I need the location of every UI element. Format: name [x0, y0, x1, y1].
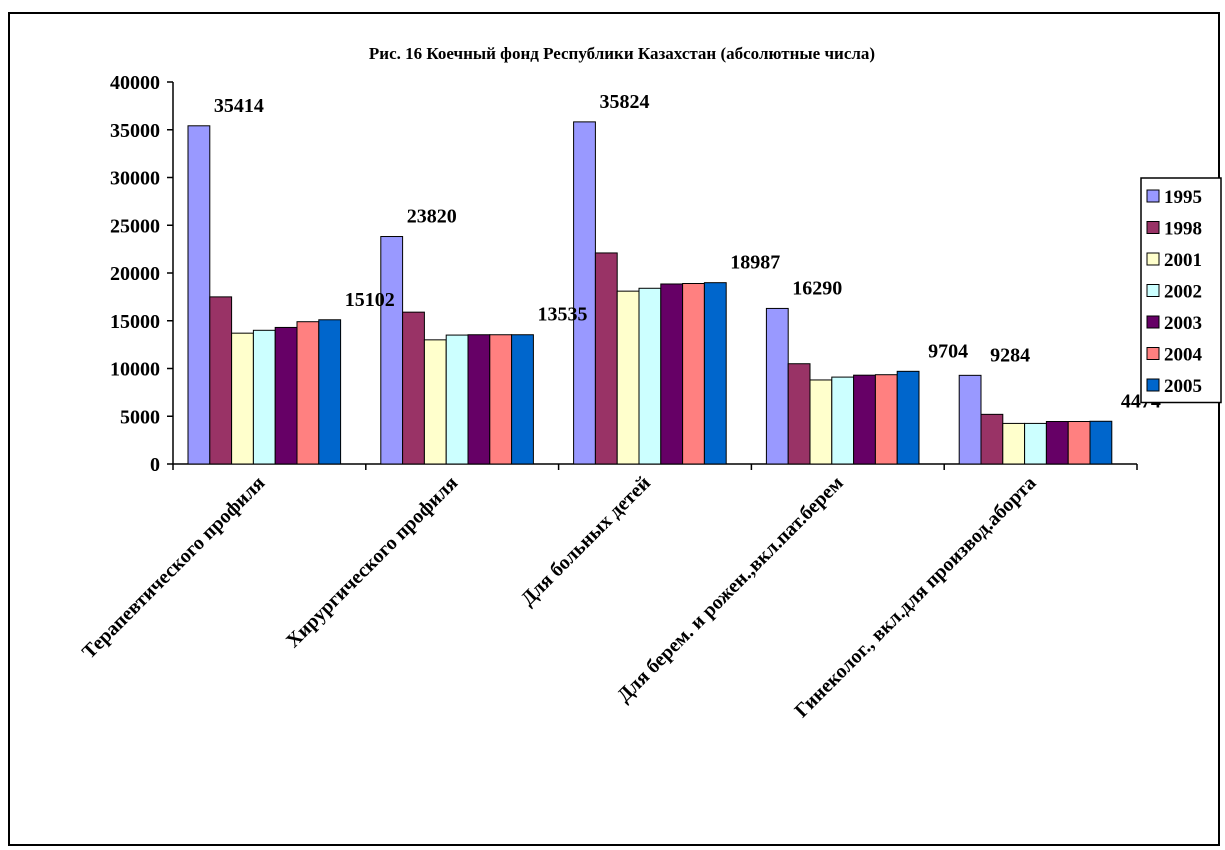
data-label: 13535 — [538, 304, 588, 326]
bar — [1089, 420, 1113, 465]
bar — [209, 296, 233, 465]
bar — [1067, 421, 1091, 465]
bar — [765, 307, 789, 465]
data-label: 35824 — [600, 91, 650, 113]
bar — [511, 334, 534, 465]
bar — [1045, 421, 1069, 465]
bar — [318, 319, 342, 465]
bar — [853, 374, 876, 465]
data-labels: 35414 15102 23820 13535 35824 18987 16290 9704 9… — [214, 91, 1161, 412]
legend-swatch — [1146, 315, 1160, 329]
legend-label: 2002 — [1164, 282, 1202, 303]
data-label: 23820 — [407, 206, 457, 228]
bar — [638, 287, 662, 465]
bar — [252, 329, 276, 465]
x-tick-label: Хирургического профиля — [282, 472, 462, 652]
legend-label: 2001 — [1164, 250, 1202, 271]
chart-title: Рис. 16 Коечный фонд Республики Казахста… — [369, 44, 875, 63]
y-tick-label: 20000 — [110, 263, 160, 285]
y-tick-label: 0 — [150, 454, 160, 476]
bar — [809, 379, 833, 465]
bar — [787, 363, 811, 465]
bar — [187, 125, 211, 465]
bar — [682, 283, 705, 465]
bar — [274, 326, 298, 465]
bar — [231, 332, 254, 465]
y-tick-label: 35000 — [110, 120, 160, 142]
bar — [489, 334, 513, 465]
legend-label: 2003 — [1164, 313, 1202, 334]
legend-label: 1998 — [1164, 219, 1202, 240]
y-tick-label: 25000 — [110, 215, 160, 237]
y-tick-label: 30000 — [110, 168, 160, 190]
data-label: 9704 — [928, 340, 968, 362]
bar — [980, 413, 1004, 465]
y-tick-label: 10000 — [110, 359, 160, 381]
bar — [660, 283, 684, 465]
bar — [958, 374, 982, 465]
bar — [703, 282, 727, 465]
bars — [187, 121, 1113, 465]
data-label: 18987 — [730, 252, 780, 274]
bar — [445, 334, 469, 465]
data-label: 35414 — [214, 95, 264, 117]
legend-label: 1995 — [1164, 187, 1202, 208]
legend-swatch — [1146, 189, 1160, 203]
bar — [296, 321, 320, 465]
legend-label: 2004 — [1164, 345, 1203, 366]
data-label: 9284 — [990, 344, 1030, 366]
bar — [1002, 422, 1026, 465]
bar — [423, 339, 447, 465]
y-tick-label: 40000 — [110, 72, 160, 94]
legend-label: 2005 — [1164, 376, 1202, 397]
legend: 1995 1998 2001 2002 2003 2004 2005 — [1140, 177, 1222, 404]
legend-swatch — [1146, 347, 1160, 360]
legend-swatch — [1146, 221, 1160, 234]
bar — [874, 374, 898, 465]
data-label: 16290 — [792, 277, 842, 299]
bar — [467, 334, 491, 465]
bar — [616, 290, 640, 465]
bar — [402, 311, 425, 465]
x-tick-label: Для берем. и рожен.,вкл.пат.берем — [613, 472, 848, 707]
bar — [1024, 422, 1047, 465]
bar — [380, 236, 404, 465]
data-label: 15102 — [345, 289, 395, 311]
legend-swatch — [1146, 252, 1160, 266]
x-tick-label: Для больных детей — [517, 472, 655, 610]
legend-swatch — [1146, 378, 1160, 392]
legend-swatch — [1146, 284, 1160, 297]
bar — [594, 252, 618, 465]
y-tick-label: 15000 — [110, 311, 160, 333]
bar — [831, 376, 855, 465]
x-tick-label: Гинеколог., вкл.для производ.аборта — [790, 472, 1040, 722]
bar — [573, 121, 596, 465]
bar — [896, 370, 920, 465]
y-tick-label: 5000 — [120, 406, 160, 428]
x-tick-label: Терапевтического профиля — [78, 472, 269, 663]
